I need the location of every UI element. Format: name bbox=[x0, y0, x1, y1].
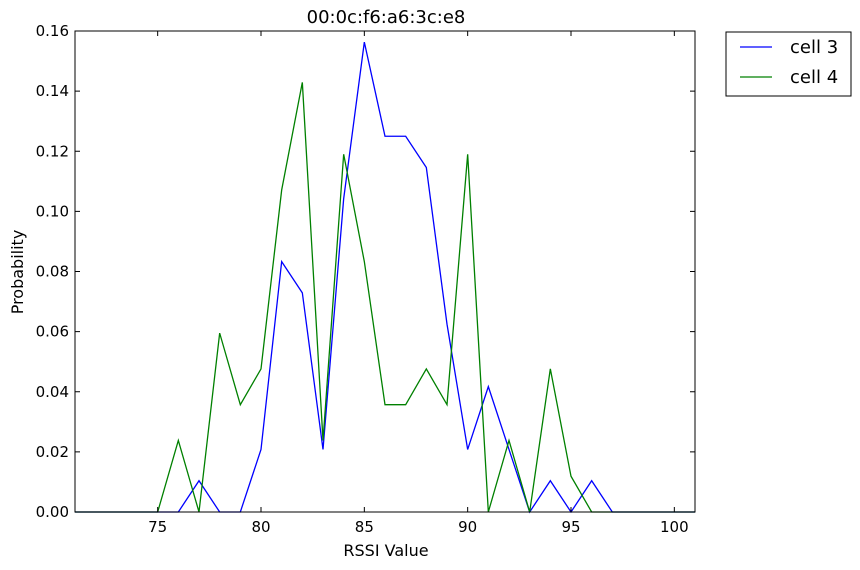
legend-box bbox=[725, 31, 852, 97]
y-tick-label: 0.14 bbox=[36, 82, 69, 100]
x-tick-label: 80 bbox=[251, 518, 270, 536]
x-tick-label: 95 bbox=[561, 518, 580, 536]
legend: cell 3 cell 4 bbox=[725, 31, 852, 97]
plot-frame bbox=[74, 30, 696, 513]
y-axis-ticks: 0.00 0.02 0.04 0.06 0.08 0.10 0.12 0.14 0.16 bbox=[36, 22, 695, 521]
x-tick-label: 85 bbox=[355, 518, 374, 536]
y-axis-label: Probability bbox=[8, 230, 27, 315]
legend-label-4: cell 4 bbox=[790, 67, 838, 88]
x-tick-label: 100 bbox=[660, 518, 689, 536]
y-tick-label: 0.16 bbox=[36, 22, 69, 40]
legend-label-3: cell 3 bbox=[790, 37, 838, 58]
series-line-3 bbox=[75, 41, 695, 514]
y-tick-label: 0.00 bbox=[36, 503, 69, 521]
x-axis-ticks: 75 80 85 90 95 100 bbox=[148, 31, 689, 536]
chart-title: 00:0c:f6:a6:3c:e8 bbox=[307, 7, 466, 28]
series-line-4 bbox=[75, 82, 695, 513]
x-tick-label: 75 bbox=[148, 518, 167, 536]
y-tick-label: 0.02 bbox=[36, 443, 69, 461]
x-tick-label: 90 bbox=[458, 518, 477, 536]
y-tick-label: 0.12 bbox=[36, 142, 69, 160]
x-axis-label: RSSI Value bbox=[343, 541, 428, 560]
plot-series bbox=[75, 41, 695, 514]
y-tick-label: 0.08 bbox=[36, 263, 69, 281]
y-tick-label: 0.04 bbox=[36, 383, 69, 401]
y-tick-label: 0.06 bbox=[36, 323, 69, 341]
y-tick-label: 0.10 bbox=[36, 202, 69, 220]
